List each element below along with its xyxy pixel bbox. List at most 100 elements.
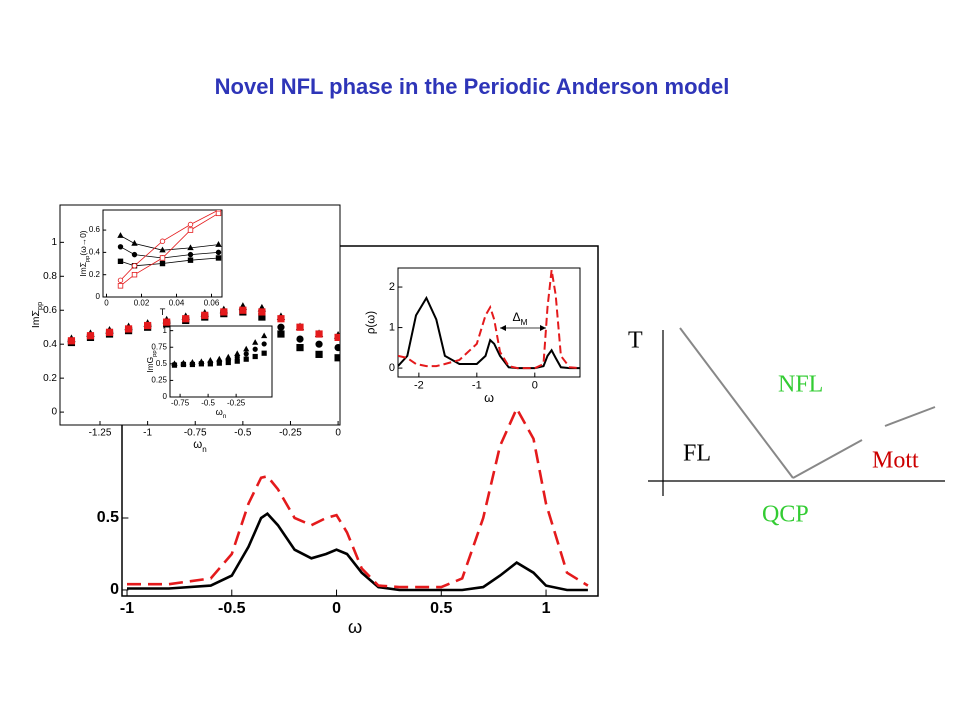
axis-label-subscript: pp xyxy=(84,255,90,262)
marker xyxy=(216,360,222,366)
axis-label-part: ρ(ω) xyxy=(366,311,378,334)
marker xyxy=(277,315,285,323)
marker xyxy=(296,343,304,352)
y-tick-label: 0.4 xyxy=(89,247,101,256)
y-tick-label: 0.5 xyxy=(156,359,168,368)
marker xyxy=(215,249,222,256)
marker xyxy=(201,311,209,319)
axis-label: ω xyxy=(348,616,362,637)
axis-label-subscript: pp xyxy=(35,302,44,310)
plot-frame xyxy=(397,267,581,378)
marker xyxy=(117,283,124,289)
y-tick-label: 0.2 xyxy=(43,373,57,384)
marker xyxy=(117,258,124,265)
y-tick-label: 0.4 xyxy=(43,339,57,350)
marker xyxy=(252,353,258,360)
marker xyxy=(215,240,222,247)
marker xyxy=(163,318,171,326)
axis-label-subscript: M xyxy=(521,317,528,327)
marker xyxy=(187,244,194,251)
marker xyxy=(159,246,166,253)
plot-area xyxy=(117,210,222,289)
arrow-head xyxy=(500,325,506,331)
chart: -2 -1 0 0 1 2 ω ρ(ω) ΔM xyxy=(366,267,581,405)
marker xyxy=(187,251,194,258)
plot-area xyxy=(67,302,340,362)
plot-area xyxy=(171,332,268,368)
marker xyxy=(182,315,190,323)
y-tick-label: 0.2 xyxy=(89,270,101,279)
marker xyxy=(315,350,323,358)
marker xyxy=(225,359,231,366)
y-tick-label: 0 xyxy=(110,581,119,598)
axis-label-part: T xyxy=(160,307,166,317)
y-tick-label: 0 xyxy=(96,292,101,301)
marker xyxy=(180,361,187,368)
x-tick-label: 0 xyxy=(335,428,341,439)
marker xyxy=(252,339,259,345)
y-tick-label: 0.75 xyxy=(151,342,167,351)
marker xyxy=(315,340,323,348)
axis-label: ωn xyxy=(216,407,227,420)
marker xyxy=(117,232,124,238)
phase-boundary xyxy=(792,439,863,479)
marker xyxy=(261,341,267,347)
x-tick-label: 0.02 xyxy=(134,299,150,308)
x-tick-label: 0 xyxy=(332,600,341,617)
marker xyxy=(243,356,249,362)
marker xyxy=(277,323,285,331)
axis-label: ω xyxy=(484,391,494,405)
marker xyxy=(258,308,266,316)
x-tick-label: 0.06 xyxy=(204,299,220,308)
axis-label-part: ImΣ xyxy=(78,262,88,276)
y-tick-label: 2 xyxy=(389,281,395,293)
marker xyxy=(261,332,268,339)
marker xyxy=(131,251,138,258)
x-tick-label: 0.04 xyxy=(169,299,185,308)
marker xyxy=(220,308,228,316)
marker xyxy=(261,350,267,356)
x-tick-label: -0.75 xyxy=(184,428,207,439)
marker xyxy=(243,351,249,357)
marker xyxy=(187,227,194,233)
y-tick-label: 1 xyxy=(51,237,57,248)
axis-label: T xyxy=(160,307,166,317)
axis-label-subscript: pp xyxy=(151,350,157,357)
marker xyxy=(171,362,178,368)
y-tick-label: 0.6 xyxy=(89,225,101,234)
series-line xyxy=(127,405,589,589)
x-tick-label: 0 xyxy=(104,299,109,308)
x-tick-label: -0.5 xyxy=(218,600,246,617)
marker xyxy=(334,333,340,342)
marker xyxy=(159,255,166,261)
y-tick-label: 0.8 xyxy=(43,271,57,282)
marker xyxy=(144,321,152,330)
x-tick-label: -1.25 xyxy=(89,428,112,439)
x-tick-label: -1 xyxy=(143,428,152,439)
x-tick-label: -0.75 xyxy=(171,399,190,408)
marker xyxy=(207,361,213,367)
x-tick-label: 0.5 xyxy=(430,600,452,617)
marker xyxy=(189,361,196,368)
x-tick-label: -0.25 xyxy=(227,399,246,408)
axis-label-part: ω xyxy=(348,616,362,637)
x-tick-label: -2 xyxy=(414,380,424,392)
x-tick-label: -0.25 xyxy=(279,428,302,439)
y-tick-label: 0.6 xyxy=(43,305,57,316)
y-tick-label: 0 xyxy=(163,392,168,401)
marker xyxy=(131,271,138,278)
axis-label: ImGpp xyxy=(145,350,157,373)
y-tick-label: 0 xyxy=(51,407,57,418)
y-tick-label: 0.5 xyxy=(97,509,119,526)
axis-label-part: ImG xyxy=(145,357,155,373)
y-tick-label: 1 xyxy=(163,326,168,335)
point-label: QCP xyxy=(762,502,809,528)
plot-area xyxy=(398,269,580,370)
marker xyxy=(296,323,304,331)
region-label: NFL xyxy=(778,372,823,398)
marker xyxy=(243,345,250,352)
marker xyxy=(334,354,340,362)
marker xyxy=(277,330,285,338)
series-line xyxy=(398,295,580,370)
